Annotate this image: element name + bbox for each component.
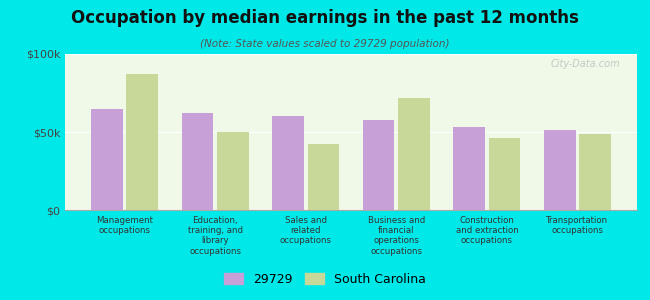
Bar bbox=[307, 145, 339, 210]
Bar bbox=[398, 98, 430, 210]
Bar bbox=[272, 116, 304, 210]
Legend: 29729, South Carolina: 29729, South Carolina bbox=[219, 268, 431, 291]
Bar bbox=[217, 132, 249, 210]
Bar bbox=[181, 113, 213, 210]
Text: City-Data.com: City-Data.com bbox=[550, 59, 620, 69]
Bar bbox=[579, 134, 611, 210]
Bar bbox=[126, 74, 158, 210]
Bar bbox=[544, 130, 576, 210]
Bar bbox=[489, 138, 521, 210]
Text: (Note: State values scaled to 29729 population): (Note: State values scaled to 29729 popu… bbox=[200, 39, 450, 49]
Bar bbox=[91, 109, 123, 210]
Bar bbox=[363, 119, 395, 210]
Bar bbox=[453, 127, 485, 210]
Text: Occupation by median earnings in the past 12 months: Occupation by median earnings in the pas… bbox=[71, 9, 579, 27]
